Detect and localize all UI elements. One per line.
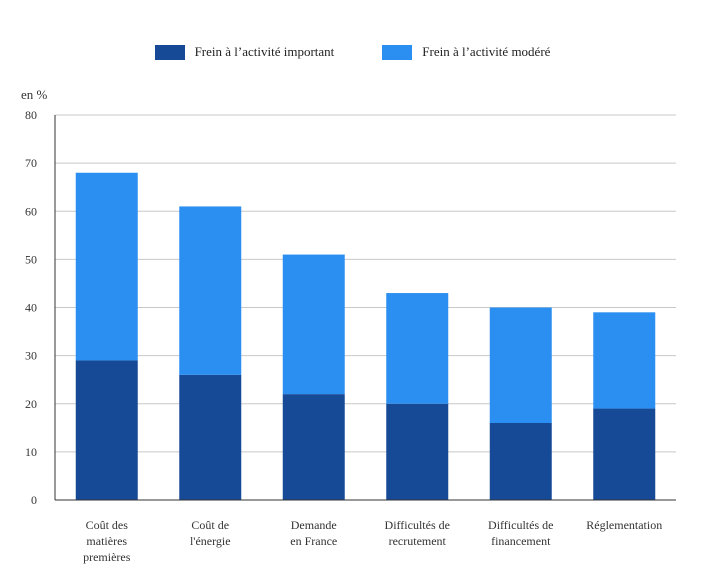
bar-modere-2 <box>282 254 345 395</box>
bar-important-3 <box>386 403 449 500</box>
x-tick-label-line: premières <box>83 550 131 564</box>
x-tick-label-line: en France <box>290 534 337 548</box>
x-tick-label-line: financement <box>491 534 551 548</box>
bar-important-2 <box>282 394 345 500</box>
x-tick-label-line: Coût des <box>86 518 129 532</box>
x-tick-label-line: Demande <box>291 518 337 532</box>
x-tick-label-3: Difficultés de recrutement <box>385 518 450 548</box>
bar-important-5 <box>593 408 656 500</box>
y-tick-label-70: 70 <box>25 156 37 170</box>
y-tick-label-20: 20 <box>25 397 37 411</box>
y-tick-label-0: 0 <box>31 493 37 507</box>
bar-important-0 <box>75 360 138 500</box>
x-tick-label-2: Demande en France <box>290 518 337 548</box>
legend: Frein à l’activité important Frein à l’a… <box>0 44 705 60</box>
x-tick-label-line: l'énergie <box>190 534 231 548</box>
bar-modere-1 <box>179 206 242 375</box>
y-tick-label-60: 60 <box>25 204 37 218</box>
x-tick-label-line: matières <box>86 534 127 548</box>
y-tick-label-10: 10 <box>25 445 37 459</box>
legend-item-modere: Frein à l’activité modéré <box>382 44 550 60</box>
bar-modere-0 <box>75 172 138 361</box>
legend-swatch-important <box>154 44 185 60</box>
bar-modere-4 <box>489 307 552 423</box>
legend-swatch-modere <box>382 44 413 60</box>
x-tick-label-0: Coût des matières premières <box>83 518 131 564</box>
legend-label-important: Frein à l’activité important <box>194 44 335 59</box>
y-tick-label-50: 50 <box>25 252 37 266</box>
bar-important-1 <box>179 374 242 500</box>
y-axis-unit-label: en % <box>21 87 48 102</box>
legend-label-modere: Frein à l’activité modéré <box>422 44 551 59</box>
x-tick-label-4: Difficultés de financement <box>488 518 553 548</box>
bar-modere-3 <box>386 293 449 404</box>
y-tick-label-80: 80 <box>25 108 37 122</box>
x-tick-label-5: Réglementation <box>586 518 662 532</box>
bar-modere-5 <box>593 312 656 409</box>
x-tick-label-1: Coût de l'énergie <box>190 518 231 548</box>
bar-important-4 <box>489 423 552 500</box>
x-tick-label-line: Difficultés de <box>488 518 553 532</box>
y-tick-label-40: 40 <box>25 301 37 315</box>
x-tick-label-line: Réglementation <box>586 518 662 532</box>
x-tick-label-line: Coût de <box>191 518 229 532</box>
legend-item-important: Frein à l’activité important <box>154 44 335 60</box>
x-tick-label-line: recrutement <box>389 534 447 548</box>
x-tick-label-line: Difficultés de <box>385 518 450 532</box>
y-tick-label-30: 30 <box>25 349 37 363</box>
